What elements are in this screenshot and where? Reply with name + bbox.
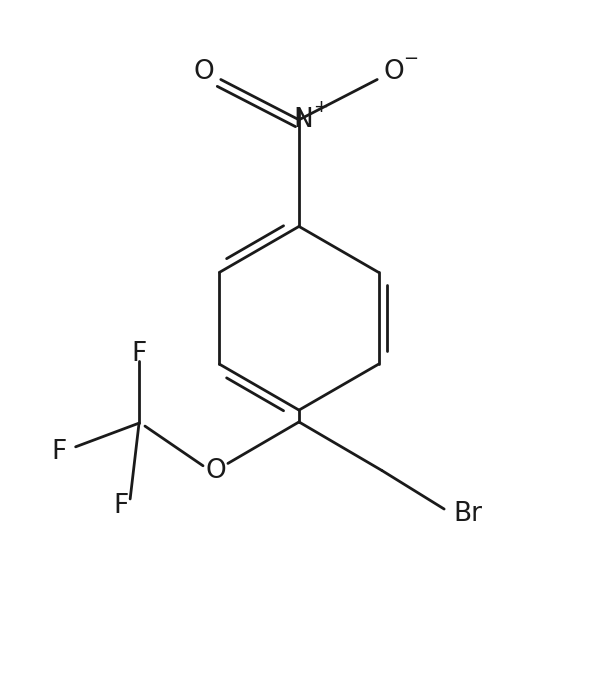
Text: −: − bbox=[403, 50, 418, 68]
Text: Br: Br bbox=[453, 501, 482, 527]
Text: F: F bbox=[114, 493, 129, 519]
Text: O: O bbox=[206, 458, 227, 483]
Text: F: F bbox=[132, 341, 147, 367]
Text: N: N bbox=[294, 107, 313, 133]
Text: O: O bbox=[383, 60, 404, 85]
Text: F: F bbox=[51, 439, 67, 464]
Text: +: + bbox=[313, 98, 328, 116]
Text: O: O bbox=[194, 60, 215, 85]
